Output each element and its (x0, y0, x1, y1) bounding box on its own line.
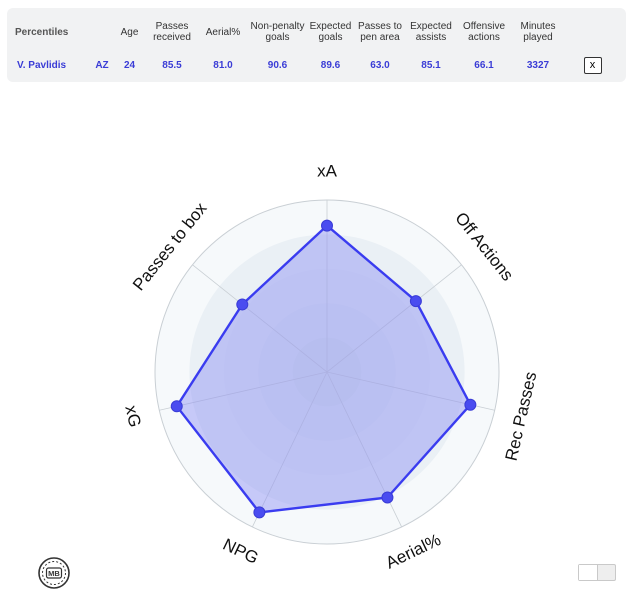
header-row: Percentiles Age Passes received Aerial% … (7, 12, 620, 52)
radar-spoke (326, 264, 462, 373)
col-header-age: Age (120, 26, 139, 38)
cell-offensive-actions: 66.1 (474, 59, 494, 71)
col-header-passes-pen-area: Passes to pen area (358, 21, 402, 43)
radar-axis-label: xA (317, 161, 338, 180)
radar-axis-label: NPG (220, 535, 261, 568)
radar-point (170, 400, 183, 413)
radar-spoke (192, 264, 328, 373)
toggle-knob (579, 565, 598, 580)
radar-point (236, 298, 249, 311)
percentiles-table: Percentiles Age Passes received Aerial% … (7, 12, 620, 78)
radar-series-area (175, 224, 472, 514)
cell-close: x (565, 52, 620, 78)
cell-minutes: 3327 (526, 59, 550, 71)
player-name[interactable]: V. Pavlidis (17, 59, 67, 71)
player-cell: V. Pavlidis AZ (7, 52, 112, 78)
radar-axis-label: xG (121, 404, 144, 429)
radar-spoke (159, 371, 328, 411)
radar-axis-label: Rec Passes (502, 370, 541, 463)
col-header-xa: Expected assists (410, 21, 452, 43)
corner-label: Percentiles (15, 26, 69, 38)
radar-axis-label: Aerial% (383, 530, 444, 573)
cell-xg: 89.6 (320, 59, 341, 71)
cell-xa: 85.1 (421, 59, 441, 71)
col-header-xg: Expected goals (309, 21, 352, 43)
radar-spoke (252, 371, 328, 528)
theme-toggle[interactable] (578, 564, 616, 581)
radar-point (381, 491, 394, 504)
radar-point (321, 219, 333, 232)
col-header-npg: Non-penalty goals (250, 21, 305, 43)
cell-passes-received: 85.5 (162, 59, 182, 71)
mb-logo-icon: MB (38, 557, 70, 589)
cell-npg: 90.6 (267, 59, 288, 71)
close-button[interactable]: x (583, 56, 602, 74)
radar-point (409, 295, 422, 308)
cell-passes-pen-area: 63.0 (370, 59, 390, 71)
logo-text: MB (48, 569, 60, 578)
cell-age: 24 (123, 59, 136, 71)
percentiles-panel: Percentiles Age Passes received Aerial% … (7, 8, 626, 82)
team-name: AZ (95, 59, 109, 71)
col-header-aerial: Aerial% (205, 26, 241, 38)
col-header-passes-received: Passes received (153, 21, 191, 43)
col-header-offensive-actions: Offensive actions (462, 21, 506, 43)
cell-aerial: 81.0 (213, 59, 233, 71)
radar-point (464, 398, 477, 411)
col-header-minutes: Minutes played (520, 21, 556, 43)
radar-point (253, 506, 266, 519)
player-row: V. Pavlidis AZ 24 85.5 81.0 90.6 89.6 63… (7, 52, 620, 78)
